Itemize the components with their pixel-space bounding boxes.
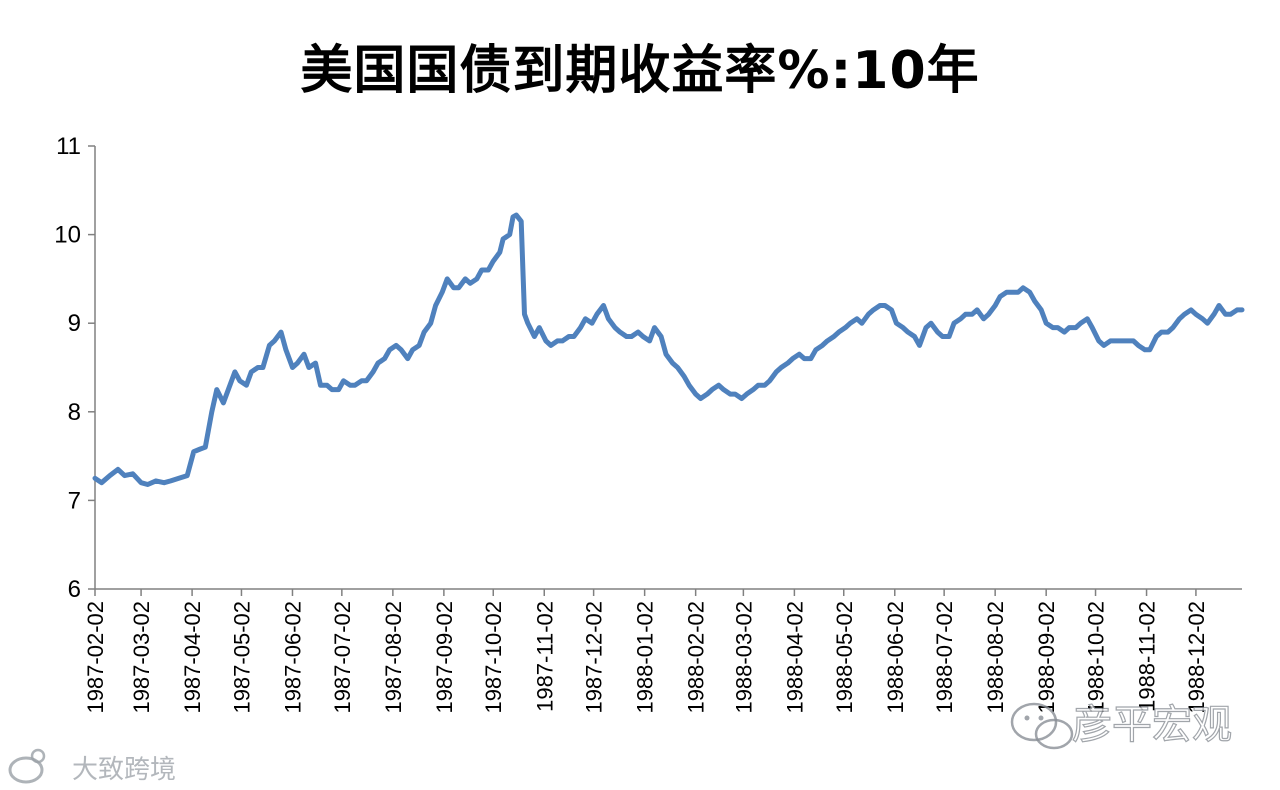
y-tick-label: 10 (54, 222, 81, 249)
y-tick-label: 9 (68, 310, 81, 337)
y-tick-label: 6 (68, 576, 81, 603)
y-tick-label: 8 (68, 399, 81, 426)
x-tick-label: 1988-10-02 (1084, 601, 1109, 714)
x-tick-label: 1987-10-02 (481, 601, 506, 714)
weibo-logo-icon (8, 748, 46, 784)
x-tick-label: 1987-09-02 (432, 601, 457, 714)
x-axis-ticks: 1987-02-02 1987-03-02 1987-04-02 1987-05-02… (83, 589, 1209, 714)
x-tick-label: 1987-12-02 (582, 601, 607, 714)
watermark-left: 大致跨境 (8, 748, 176, 785)
x-tick-label: 1988-11-02 (1135, 601, 1160, 712)
x-tick-label: 1988-09-02 (1034, 601, 1059, 714)
y-tick-label: 7 (68, 487, 81, 514)
x-tick-label: 1988-03-02 (731, 601, 756, 714)
y-axis-ticks: 6 7 8 9 10 11 (54, 133, 95, 603)
x-tick-label: 1988-06-02 (883, 601, 908, 714)
chart-title: 美国国债到期收益率%:10年 (300, 41, 980, 101)
x-tick-label: 1987-05-02 (229, 601, 254, 714)
watermark-right-text: 彦平宏观 (1072, 702, 1232, 748)
x-tick-label: 1987-04-02 (180, 601, 205, 714)
x-tick-label: 1988-05-02 (832, 601, 857, 714)
chart-axes (94, 146, 1242, 590)
watermark-right: 彦平宏观 (1010, 701, 1233, 750)
y-tick-label: 11 (56, 133, 81, 160)
x-tick-label: 1988-02-02 (684, 601, 709, 714)
x-tick-label: 1987-07-02 (330, 601, 355, 714)
yield-series-line (92, 212, 1245, 487)
x-tick-label: 1988-08-02 (983, 601, 1008, 714)
x-tick-label: 1988-07-02 (932, 601, 957, 714)
wechat-logo-icon (1010, 702, 1074, 750)
x-tick-label: 1988-04-02 (782, 601, 807, 714)
x-tick-label: 1987-11-02 (532, 601, 557, 712)
watermark-left-text: 大致跨境 (72, 755, 176, 785)
x-tick-label: 1988-01-02 (633, 601, 658, 714)
x-tick-label: 1987-03-02 (129, 601, 154, 714)
x-tick-label: 1987-02-02 (83, 601, 108, 714)
x-tick-label: 1987-08-02 (381, 601, 406, 714)
x-tick-label: 1988-12-02 (1184, 601, 1209, 714)
x-tick-label: 1987-06-02 (280, 601, 305, 714)
